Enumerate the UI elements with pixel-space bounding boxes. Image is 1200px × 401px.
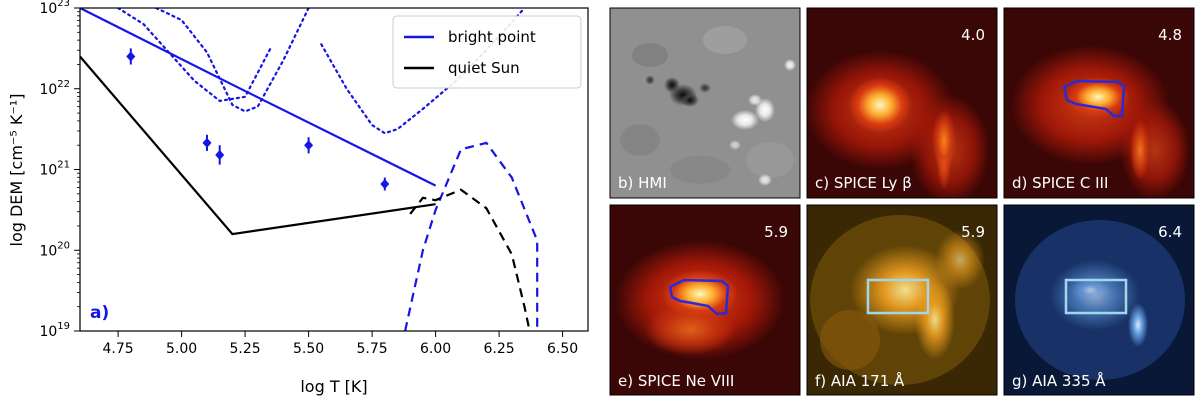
aia-box-f: [866, 278, 930, 315]
panel-spice-lyb: 4.0 c) SPICE Ly β: [807, 8, 997, 198]
data-point-1: [126, 48, 136, 65]
panel-c-label: c) SPICE Ly β: [815, 174, 912, 192]
legend: bright point quiet Sun: [392, 15, 582, 89]
y-tick-label: 1021: [39, 160, 70, 179]
panel-e-frame: [609, 204, 801, 396]
data-point-5: [380, 177, 390, 191]
panel-f-label: f) AIA 171 Å: [815, 371, 905, 390]
panel-d-label: d) SPICE C III: [1012, 174, 1108, 192]
series-bright-point: [80, 8, 437, 187]
point-marker: [380, 179, 390, 190]
legend-label-quiet-sun: quiet Sun: [448, 59, 520, 77]
em-loci-curve-1: [155, 8, 310, 113]
aia-dem-curves: [404, 141, 539, 331]
panel-c-value: 4.0: [961, 26, 985, 44]
panel-a-label: a): [90, 303, 109, 323]
panel-b-label: b) HMI: [618, 174, 667, 192]
panel-spice-ciii: 4.8 d) SPICE C III: [1004, 8, 1194, 198]
x-tick-label: 4.75: [103, 341, 134, 357]
panel-f-value: 5.9: [961, 223, 985, 241]
em-loci-curve-2: [116, 8, 272, 103]
data-points: [126, 48, 390, 191]
dem-lines: [80, 8, 437, 236]
y-tick-label: 1020: [39, 240, 70, 259]
contour-e: [668, 278, 730, 316]
aia-dem-curve-1: [404, 141, 539, 331]
panel-spice-neviii: 5.9 e) SPICE Ne VIII: [610, 205, 800, 395]
data-point-2: [202, 134, 212, 151]
data-point-4: [304, 137, 314, 154]
panel-g-label: g) AIA 335 Å: [1012, 371, 1106, 390]
em-loci-curves: [116, 8, 526, 135]
x-tick-label: 5.25: [230, 341, 261, 357]
panel-f-frame: [806, 204, 998, 396]
x-tick-label: 5.75: [357, 341, 388, 357]
y-axis-label: log DEM [cm⁻⁵ K⁻¹]: [7, 94, 26, 247]
point-marker: [215, 149, 225, 160]
y-axis-ticks: 1019 1020 1021 1022 1023: [39, 0, 80, 340]
x-tick-label: 6.00: [420, 341, 451, 357]
y-tick-label: 1023: [39, 0, 70, 17]
y-tick-label: 1019: [39, 321, 70, 340]
panel-g-frame: [1003, 204, 1195, 396]
point-marker: [304, 140, 314, 151]
data-point-3: [215, 145, 225, 165]
point-marker: [202, 137, 212, 148]
panel-g-value: 6.4: [1158, 223, 1182, 241]
x-axis-label: log T [K]: [300, 377, 367, 396]
x-tick-label: 5.50: [293, 341, 324, 357]
panel-d-value: 4.8: [1158, 26, 1182, 44]
panel-aia-335: 6.4 g) AIA 335 Å: [1004, 205, 1194, 395]
panel-aia-171: 5.9 f) AIA 171 Å: [807, 205, 997, 395]
contour-d: [1062, 79, 1126, 118]
legend-box: [392, 15, 582, 89]
y-tick-label: 1022: [39, 79, 70, 98]
panel-hmi: b) HMI: [610, 8, 800, 198]
aia-dem-curve-2: [409, 188, 531, 331]
x-tick-label: 6.25: [484, 341, 515, 357]
point-marker: [126, 51, 136, 62]
panel-b-frame: [609, 7, 801, 199]
x-axis-ticks: 4.75 5.00 5.25 5.50 5.75 6.00 6.25 6.50: [103, 331, 578, 357]
panel-e-value: 5.9: [764, 223, 788, 241]
panel-d-frame: [1003, 7, 1195, 199]
em-loci-curve-3: [320, 8, 526, 135]
x-tick-label: 5.00: [166, 341, 197, 357]
dem-chart: 4.75 5.00 5.25 5.50 5.75 6.00 6.25 6.50 1019 102…: [7, 0, 589, 396]
x-tick-label: 6.50: [547, 341, 578, 357]
legend-label-bright-point: bright point: [448, 28, 536, 46]
panel-c-frame: [806, 7, 998, 199]
panel-e-label: e) SPICE Ne VIII: [618, 372, 734, 390]
series-quiet-Sun: [80, 55, 436, 236]
aia-box-g: [1064, 278, 1128, 315]
